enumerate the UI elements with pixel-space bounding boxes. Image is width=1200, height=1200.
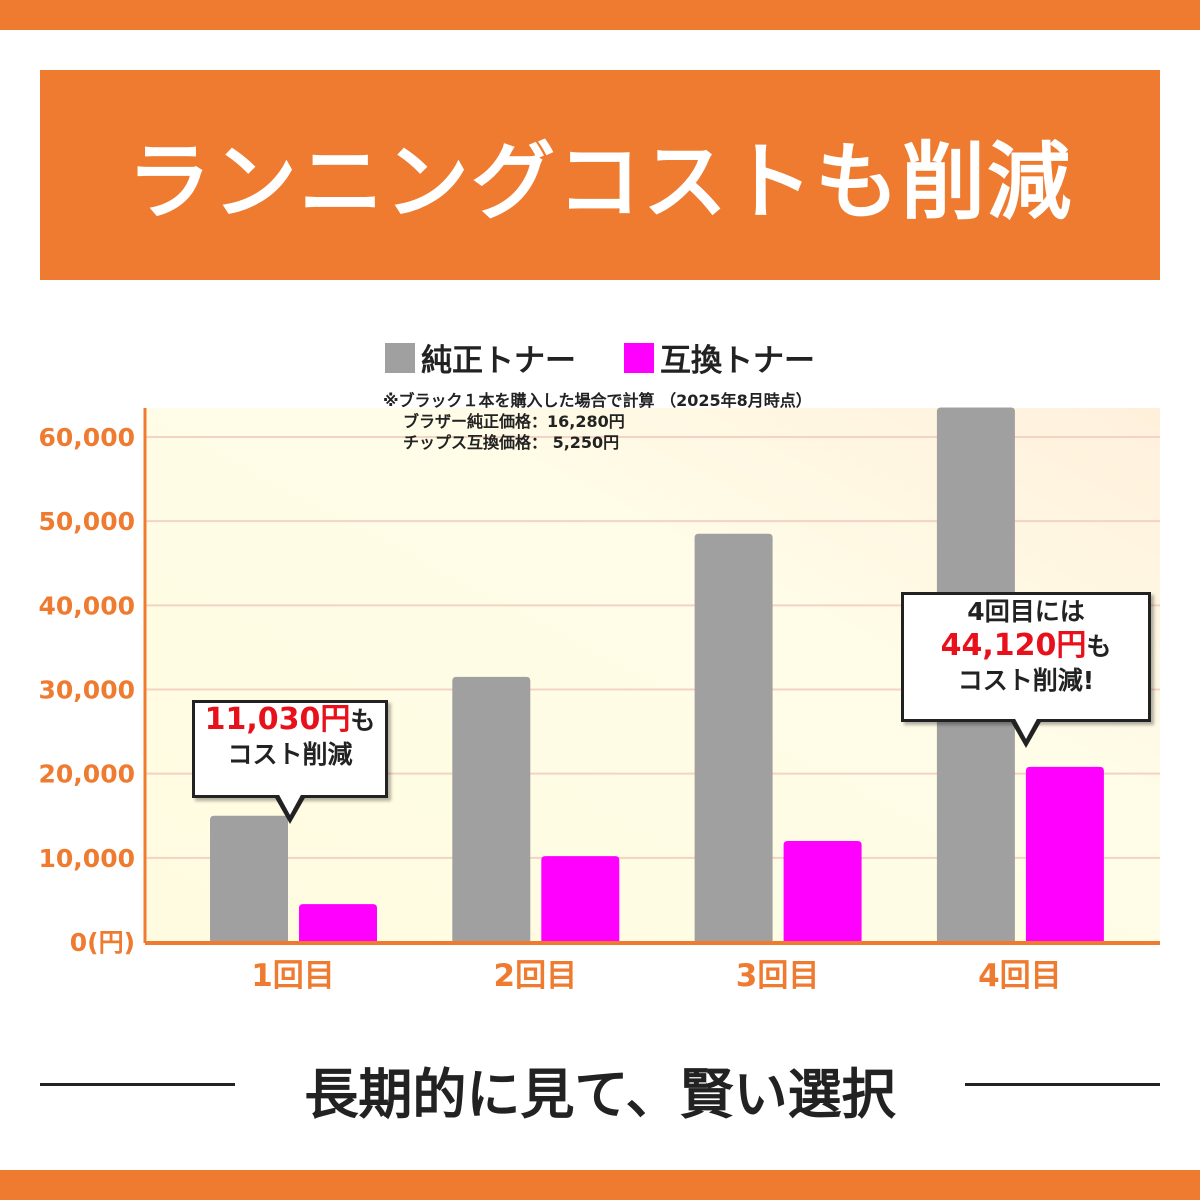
divider-left — [40, 1083, 235, 1086]
price-note: ※ブラック１本を購入した場合で計算 （2025年8月時点） ブラザー純正価格：1… — [383, 390, 812, 453]
note-line: ブラザー純正価格：16,280円 — [403, 412, 625, 431]
y-tick-label: 0(円) — [70, 928, 135, 957]
divider-right — [965, 1083, 1160, 1086]
note-line: ※ブラック１本を購入した場合で計算 （2025年8月時点） — [383, 391, 812, 410]
top-band — [0, 0, 1200, 30]
legend-swatch — [385, 342, 415, 373]
callout-text: コスト削減 — [227, 740, 353, 769]
callout-tail — [274, 793, 306, 824]
bar-genuine — [694, 533, 773, 942]
y-tick-label: 30,000 — [39, 676, 135, 705]
savings-callout-1: 11,030円も コスト削減 — [192, 700, 388, 824]
y-tick-label: 60,000 — [39, 423, 135, 452]
title-banner: ランニングコストも削減 — [40, 70, 1160, 280]
callout-text: 4回目には — [967, 597, 1085, 626]
y-tick-label: 40,000 — [39, 591, 135, 620]
callout-text: も — [1086, 632, 1112, 661]
note-line: チップス互換価格： 5,250円 — [403, 433, 620, 452]
bar-compatible — [541, 856, 620, 942]
page-title: ランニングコストも削減 — [126, 132, 1073, 231]
bar-genuine — [452, 676, 531, 942]
savings-amount: 44,120円 — [940, 628, 1087, 663]
x-tick-label: 1回目 — [251, 958, 335, 994]
y-tick-label: 50,000 — [39, 507, 135, 536]
legend: 純正トナー 互換トナー — [0, 335, 1200, 380]
bar-compatible — [299, 904, 377, 942]
legend-compatible: 互換トナー — [624, 335, 815, 380]
y-tick-label: 10,000 — [39, 844, 135, 873]
callout-tail — [1010, 717, 1042, 748]
x-tick-label: 3回目 — [736, 958, 820, 994]
bar-compatible — [783, 841, 862, 942]
x-tick-label: 2回目 — [494, 958, 578, 994]
savings-callout-4: 4回目には 44,120円も コスト削減! — [901, 592, 1151, 748]
callout-text: コスト削減! — [957, 666, 1095, 695]
x-tick-label: 4回目 — [978, 958, 1062, 994]
bar-compatible — [1025, 766, 1104, 942]
legend-label: 互換トナー — [660, 343, 815, 379]
bottom-band — [0, 1170, 1200, 1200]
bar-genuine — [210, 815, 288, 942]
footer-slogan: 長期的に見て、賢い選択 — [304, 1063, 896, 1126]
y-tick-label: 20,000 — [39, 760, 135, 789]
legend-swatch — [624, 342, 654, 373]
legend-label: 純正トナー — [421, 343, 576, 379]
callout-text: も — [350, 706, 376, 735]
savings-amount: 11,030円 — [204, 702, 351, 737]
legend-genuine: 純正トナー — [385, 335, 576, 380]
